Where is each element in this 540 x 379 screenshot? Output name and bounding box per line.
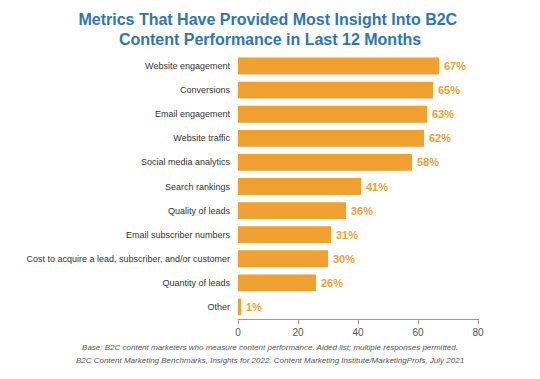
svg-text:Conversions: Conversions — [180, 85, 231, 95]
svg-text:31%: 31% — [336, 229, 358, 241]
svg-text:58%: 58% — [417, 156, 439, 168]
svg-text:20: 20 — [292, 327, 304, 338]
svg-text:67%: 67% — [444, 60, 466, 72]
svg-text:Content Performance in Last 12: Content Performance in Last 12 Months — [119, 31, 421, 48]
svg-text:Email subscriber numbers: Email subscriber numbers — [126, 230, 231, 240]
svg-text:Social media analytics: Social media analytics — [141, 157, 231, 167]
svg-text:Website traffic: Website traffic — [173, 133, 230, 143]
svg-text:65%: 65% — [438, 84, 460, 96]
svg-text:Quantity of leads: Quantity of leads — [162, 278, 230, 288]
svg-text:Metrics That Have Provided Mos: Metrics That Have Provided Most Insight … — [78, 11, 461, 28]
svg-text:60: 60 — [412, 327, 424, 338]
svg-text:40: 40 — [352, 327, 364, 338]
svg-text:0: 0 — [235, 327, 241, 338]
svg-text:B2C Content Marketing Benchmar: B2C Content Marketing Benchmarks, Insigh… — [76, 356, 464, 365]
svg-text:30%: 30% — [333, 253, 355, 265]
svg-text:41%: 41% — [366, 181, 388, 193]
svg-text:1%: 1% — [246, 301, 262, 313]
svg-text:26%: 26% — [321, 277, 343, 289]
svg-text:Other: Other — [207, 302, 230, 312]
svg-text:63%: 63% — [432, 108, 454, 120]
svg-text:Cost to acquire a lead, subscr: Cost to acquire a lead, subscriber, and/… — [26, 254, 230, 264]
svg-text:80: 80 — [472, 327, 484, 338]
svg-text:62%: 62% — [429, 132, 451, 144]
svg-text:Email engagement: Email engagement — [155, 109, 231, 119]
svg-text:Base: B2C content marketers wh: Base: B2C content marketers who measure … — [82, 343, 458, 352]
svg-text:Search rankings: Search rankings — [165, 182, 231, 192]
svg-text:Quality of leads: Quality of leads — [168, 206, 231, 216]
svg-text:36%: 36% — [351, 205, 373, 217]
svg-text:Website engagement: Website engagement — [145, 61, 230, 71]
